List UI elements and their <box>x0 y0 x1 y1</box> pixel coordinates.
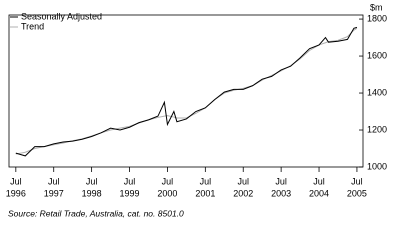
plot-frame <box>8 14 364 168</box>
x-tick-label: 2004 <box>309 188 329 198</box>
x-tick-label: 2003 <box>271 188 291 198</box>
x-tick-label: 2005 <box>347 188 367 198</box>
x-tick-label: 1998 <box>82 188 102 198</box>
series-line <box>15 26 358 157</box>
y-tick-label: 1800 <box>367 13 387 23</box>
y-tick-label: 1400 <box>367 87 387 97</box>
x-tick-label: Jul <box>313 176 325 186</box>
y-axis-label: $m <box>370 2 383 12</box>
legend-label: Trend <box>21 21 44 31</box>
x-tick-label: Jul <box>200 176 212 186</box>
x-tick-label: 2002 <box>233 188 253 198</box>
legend-label: Seasonally Adjusted <box>21 11 102 21</box>
x-tick-label: Jul <box>351 176 363 186</box>
source-note: Source: Retail Trade, Australia, cat. no… <box>8 208 184 218</box>
x-tick-label: 2000 <box>157 188 177 198</box>
series-line <box>15 27 358 155</box>
x-tick-label: Jul <box>10 176 22 186</box>
x-tick-label: 1996 <box>6 188 26 198</box>
y-tick-label: 1200 <box>367 124 387 134</box>
y-tick-label: 1000 <box>367 161 387 171</box>
x-tick-label: Jul <box>162 176 174 186</box>
x-tick-label: 1999 <box>120 188 140 198</box>
x-tick-label: Jul <box>124 176 136 186</box>
x-tick-label: 1997 <box>44 188 64 198</box>
x-tick-label: Jul <box>48 176 60 186</box>
x-tick-label: Jul <box>275 176 287 186</box>
chart: $m Source: Retail Trade, Australia, cat.… <box>6 2 387 218</box>
x-tick-label: 2001 <box>195 188 215 198</box>
y-tick-label: 1600 <box>367 50 387 60</box>
x-tick-label: Jul <box>86 176 98 186</box>
x-tick-label: Jul <box>237 176 249 186</box>
